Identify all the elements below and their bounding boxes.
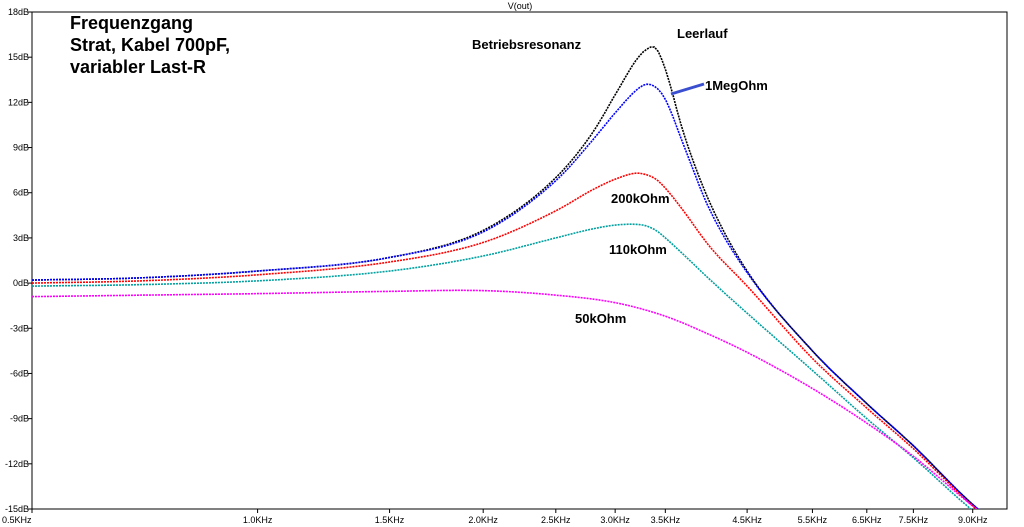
x-tick-label: 7.5KHz (899, 515, 929, 525)
heading-line-3: variabler Last-R (70, 57, 207, 77)
y-tick-label: -12dB (5, 459, 29, 469)
y-tick-label: -9dB (10, 414, 29, 424)
chart-heading: Frequenzgang Strat, Kabel 700pF, variabl… (70, 12, 230, 78)
y-tick-label: -3dB (10, 323, 29, 333)
y-tick-label: -15dB (5, 504, 29, 514)
y-tick-label: 0dB (13, 278, 29, 288)
x-tick-label: 1.0KHz (243, 515, 273, 525)
y-tick-label: 9dB (13, 143, 29, 153)
series-line-50kohm (32, 289, 978, 509)
series-line-1megohm (32, 83, 980, 509)
y-tick-label: 6dB (13, 188, 29, 198)
y-tick-label: 3dB (13, 233, 29, 243)
heading-line-1: Frequenzgang (70, 13, 194, 33)
heading-line-2: Strat, Kabel 700pF, (70, 35, 231, 55)
y-tick-label: 18dB (8, 7, 29, 17)
x-tick-label: 2.5KHz (541, 515, 571, 525)
x-tick-label: 2.0KHz (468, 515, 498, 525)
annotation-layer: Betriebsresonanz Leerlauf 1MegOhm 200kOh… (472, 26, 768, 326)
series-line-200kohm (32, 172, 978, 509)
annotation-200kohm: 200kOhm (611, 191, 670, 206)
x-tick-label: 4.5KHz (732, 515, 762, 525)
annotation-betriebsresonanz: Betriebsresonanz (472, 37, 582, 52)
y-tick-label: 15dB (8, 52, 29, 62)
series-line-110kohm (32, 223, 973, 509)
1megohm-pointer-line (670, 82, 705, 96)
x-tick-label: 3.0KHz (600, 515, 630, 525)
x-tick-label: 3.5KHz (651, 515, 681, 525)
series-group (32, 46, 980, 509)
x-tick-label: 1.5KHz (375, 515, 405, 525)
annotation-leerlauf: Leerlauf (677, 26, 728, 41)
y-tick-label: 12dB (8, 97, 29, 107)
plot-area (31, 11, 1008, 510)
x-tick-label: 0.5KHz (2, 515, 32, 525)
annotation-50kohm: 50kOhm (575, 311, 626, 326)
plot-title: V(out) (508, 1, 533, 11)
series-layer (32, 46, 980, 509)
x-tick-label: 5.5KHz (798, 515, 828, 525)
y-tick-label: -6dB (10, 368, 29, 378)
annotation-110kohm: 110kOhm (609, 242, 667, 257)
ticks-layer: 0.5KHz 1.0KHz 1.5KHz 2.0KHz 2.5KHz 3.0KHz 3.5K… (2, 7, 988, 525)
annotation-1megohm: 1MegOhm (705, 78, 768, 93)
x-tick-label: 9.0KHz (958, 515, 988, 525)
x-tick-label: 6.5KHz (852, 515, 882, 525)
